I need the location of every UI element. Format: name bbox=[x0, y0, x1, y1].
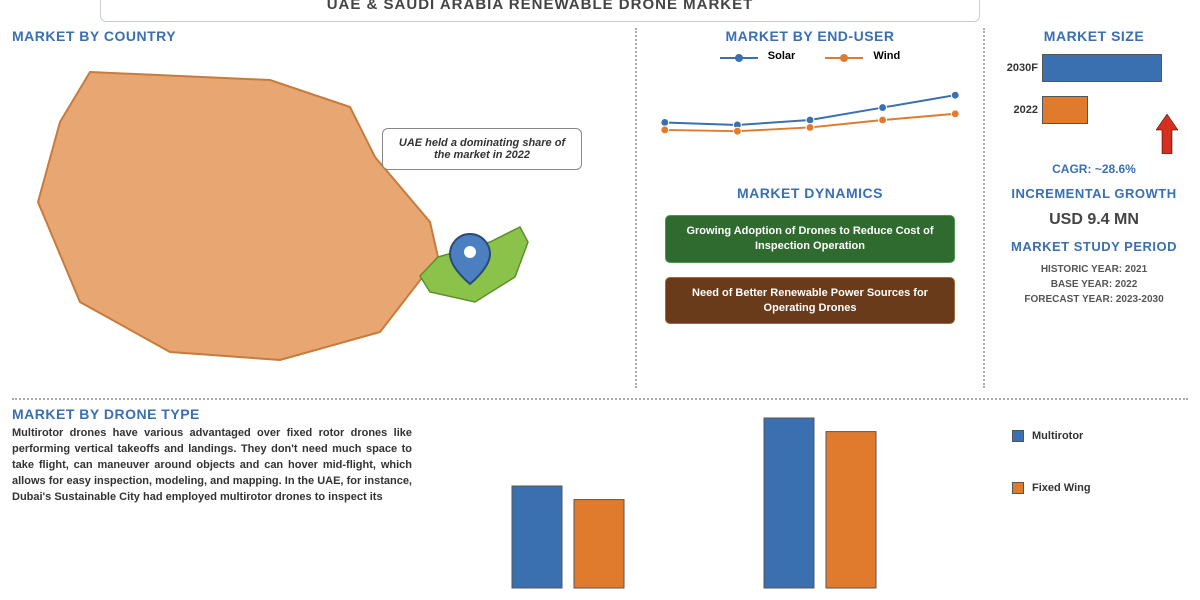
legend-fixedwing: Fixed Wing bbox=[1012, 482, 1182, 494]
dynamics-heading: MARKET DYNAMICS bbox=[653, 185, 967, 201]
legend-wind: Wind bbox=[873, 50, 900, 62]
drone-bar-chart bbox=[432, 412, 992, 592]
size-panel: MARKET SIZE 2030F2022 CAGR: ~28.6% INCRE… bbox=[1000, 28, 1188, 388]
enduser-legend: Solar Wind bbox=[653, 50, 967, 62]
saudi-shape bbox=[38, 72, 438, 360]
country-map bbox=[20, 52, 600, 382]
size-bar-chart: 2030F2022 bbox=[1000, 50, 1188, 160]
enduser-panel: MARKET BY END-USER Solar Wind MARKET DYN… bbox=[635, 28, 985, 388]
cagr-text: CAGR: ~28.6% bbox=[1000, 162, 1188, 176]
country-panel: MARKET BY COUNTRY UAE held a dominating … bbox=[12, 28, 622, 388]
study-lines: HISTORIC YEAR: 2021 BASE YEAR: 2022 FORE… bbox=[1000, 262, 1188, 307]
incremental-value: USD 9.4 MN bbox=[1000, 211, 1188, 229]
enduser-line-chart bbox=[653, 70, 967, 170]
legend-solar: Solar bbox=[768, 50, 796, 62]
drone-legend: Multirotor Fixed Wing bbox=[1012, 430, 1182, 534]
size-heading: MARKET SIZE bbox=[1000, 28, 1188, 44]
enduser-heading: MARKET BY END-USER bbox=[653, 28, 967, 44]
dynamics-pill-2: Need of Better Renewable Power Sources f… bbox=[665, 277, 955, 325]
incremental-heading: INCREMENTAL GROWTH bbox=[1000, 186, 1188, 201]
dynamics-pill-1: Growing Adoption of Drones to Reduce Cos… bbox=[665, 215, 955, 263]
country-heading: MARKET BY COUNTRY bbox=[12, 28, 622, 44]
page-title: UAE & SAUDI ARABIA RENEWABLE DRONE MARKE… bbox=[100, 0, 980, 22]
drone-paragraph: Multirotor drones have various advantage… bbox=[12, 426, 412, 506]
drone-panel: MARKET BY DRONE TYPE Multirotor drones h… bbox=[12, 398, 1188, 598]
country-callout: UAE held a dominating share of the marke… bbox=[382, 128, 582, 170]
study-heading: MARKET STUDY PERIOD bbox=[1000, 239, 1188, 254]
legend-multirotor: Multirotor bbox=[1012, 430, 1182, 442]
